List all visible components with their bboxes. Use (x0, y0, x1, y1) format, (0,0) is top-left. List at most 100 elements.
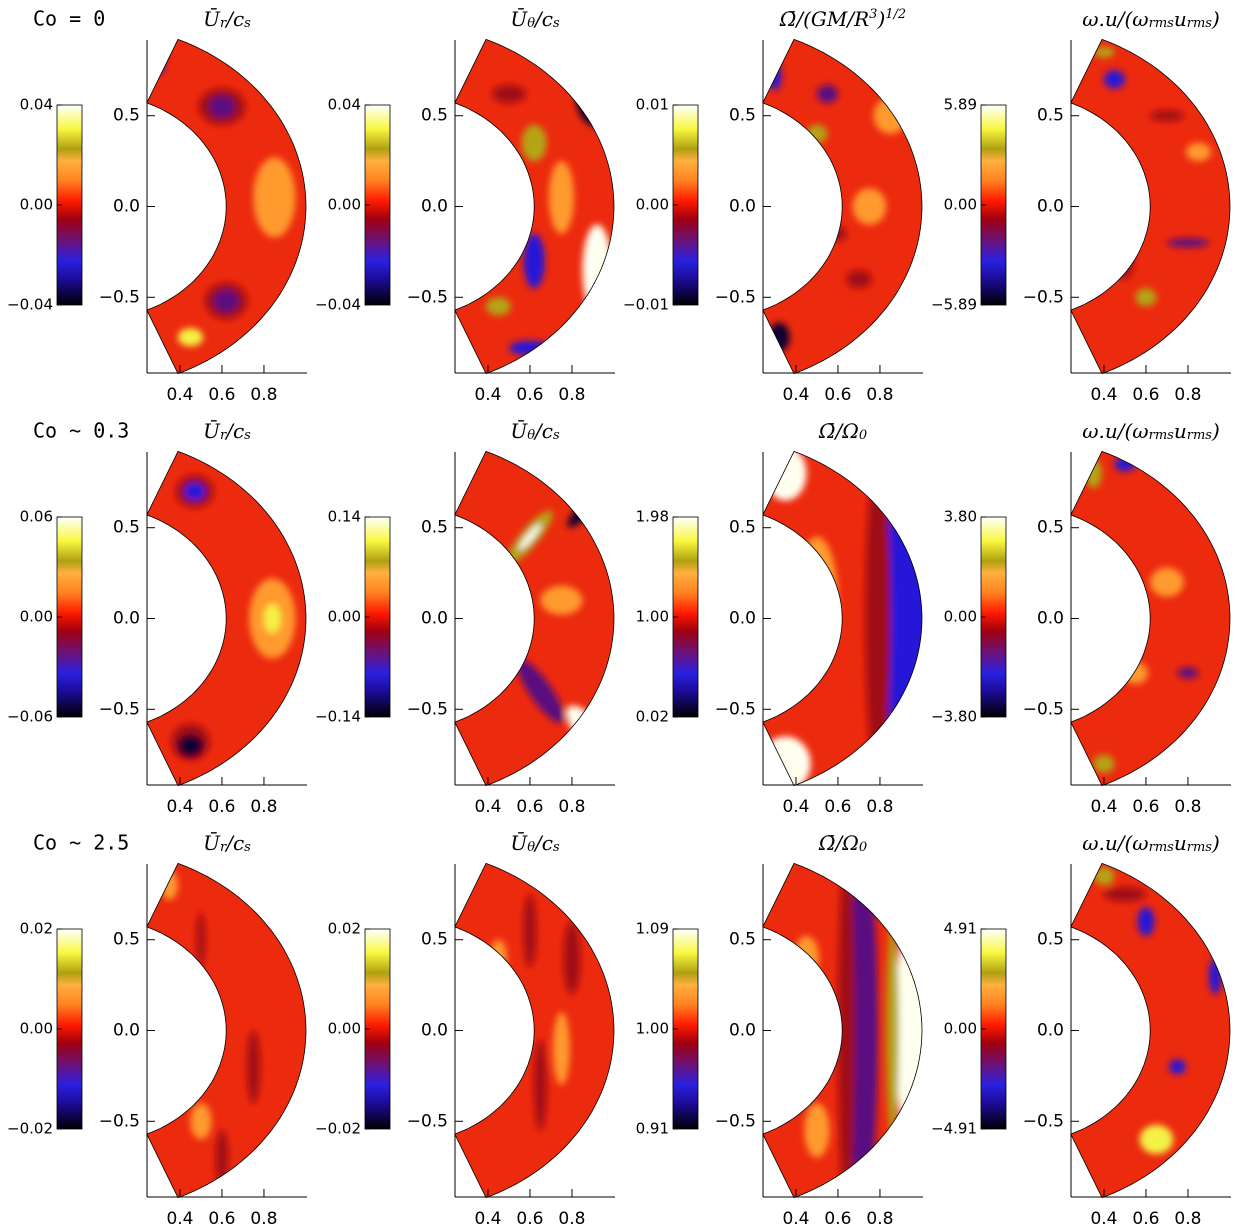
contour-blob (1093, 46, 1115, 58)
x-tick-label: 0.4 (1090, 797, 1117, 817)
x-tick-label: 0.8 (866, 1209, 893, 1229)
colorbar-tick-label: 3.80 (944, 508, 977, 526)
title-part: ) (1211, 831, 1220, 855)
contour-blob (804, 1103, 830, 1158)
contour-blob (873, 97, 908, 134)
colorbar-tick-label: −0.02 (7, 1120, 53, 1138)
field-blobs (1093, 867, 1222, 1155)
contour-blob (865, 454, 891, 783)
contour-blob (1093, 867, 1115, 886)
colorbar-tick-label: 0.04 (20, 96, 53, 114)
contour-blob (886, 921, 899, 1140)
panel-title: Ūr/cs (203, 7, 251, 31)
panel: Ūr/cs −0.5 0.0 0.5 0.4 0.6 0.8 −0.02 0.00 0.02 (7, 831, 307, 1229)
title-part: ) (876, 7, 885, 31)
y-tick-label: 0.0 (421, 609, 448, 629)
colorbar-tick-label: 1.98 (636, 508, 669, 526)
x-tick-label: 0.6 (516, 385, 543, 405)
colorbar-tick-label: 0.00 (636, 196, 669, 214)
contour-blob (534, 1039, 547, 1131)
panel: ω.u/(ωrmsurms)−0.50.00.50.4 0.6 0.8−4.910.… (931, 831, 1231, 1229)
panel-title: Ūθ/cs (510, 831, 560, 855)
contour-blob (582, 224, 612, 316)
contour-blob (1103, 887, 1146, 902)
x-tick-label: 0.4 (1090, 1209, 1117, 1229)
y-tick-label: 0.0 (729, 1021, 756, 1041)
panel: Ūr/cs −0.5 0.0 0.5 0.4 0.6 0.8 −0.06 0.00 0.06 (7, 419, 307, 817)
colorbar-tick-label: 5.89 (944, 96, 977, 114)
y-tick-label: 0.0 (113, 197, 140, 217)
y-tick-label: 0.5 (1037, 106, 1064, 126)
colorbar-tick-label: 0.01 (636, 96, 669, 114)
row-label: Co ~ 0.3 (33, 419, 129, 443)
contour-blob (523, 233, 545, 289)
x-tick-label: 0.8 (866, 797, 893, 817)
y-tick-label: 0.0 (113, 609, 140, 629)
colorbar-tick-label: −3.80 (931, 708, 977, 726)
row-label: Co ~ 2.5 (33, 831, 129, 855)
colorbar-tick-label: 0.06 (20, 508, 53, 526)
contour-blob (492, 84, 526, 104)
panel: ω.u/(ωrmsurms)−0.50.00.50.4 0.6 0.8−5.890.… (931, 7, 1231, 405)
panel-title: ω.u/(ωrmsurms) (1082, 419, 1220, 443)
title-part: s (244, 428, 251, 443)
field (454, 451, 614, 786)
y-tick-label: 0.5 (421, 930, 448, 950)
contour-blob (1135, 288, 1157, 307)
contour-blob (161, 870, 178, 900)
contour-blob (253, 157, 296, 238)
x-tick-label: 0.8 (1174, 1209, 1201, 1229)
title-part: rms (1187, 840, 1213, 855)
title-part: θ (527, 428, 535, 443)
title-part: ) (1211, 419, 1220, 443)
x-tick-label: 0.6 (824, 1209, 851, 1229)
title-part: 0 (859, 840, 867, 855)
title-part: /c (224, 419, 244, 443)
y-tick-label: 0.0 (113, 1021, 140, 1041)
x-tick-label: 0.6 (208, 797, 235, 817)
x-tick-label: 0.8 (1174, 797, 1201, 817)
title-part: r (220, 428, 227, 443)
field (454, 39, 614, 374)
x-tick-label: 0.8 (558, 1209, 585, 1229)
x-tick-label: 0.4 (474, 1209, 501, 1229)
x-tick-label: 0.4 (1090, 385, 1117, 405)
title-part: Ω̄/Ω (818, 831, 859, 855)
contour-blob (490, 939, 507, 977)
panel: Ω̄/Ω0 −0.5 0.0 0.5 0.4 0.6 0.8 0.91 1.00 1.09 (636, 831, 923, 1229)
contour-blob (563, 921, 581, 995)
y-tick-label: −0.5 (715, 1111, 756, 1131)
contour-blob (576, 68, 614, 127)
contour-blob (263, 603, 281, 634)
y-tick-label: 0.5 (729, 930, 756, 950)
field (762, 451, 922, 786)
colorbar-tick-label: −0.01 (623, 296, 669, 314)
x-tick-label: 0.8 (250, 385, 277, 405)
contour-blob (816, 84, 838, 104)
contour-blob (1150, 110, 1184, 122)
contour-blob (1122, 662, 1149, 684)
contour-blob (848, 863, 878, 1198)
contour-blob (517, 659, 564, 723)
contour-blob (846, 270, 872, 289)
contour-blob (768, 322, 790, 352)
x-tick-label: 0.4 (782, 385, 809, 405)
colorbar-tick-label: 1.09 (636, 920, 669, 938)
contour-blob (209, 95, 235, 118)
title-part: s (553, 16, 560, 31)
title-part: Ū (510, 831, 528, 855)
title-part: Ū (203, 831, 221, 855)
colorbar-tick-label: 0.14 (328, 508, 361, 526)
panel: ω.u/(ωrmsurms)−0.50.00.50.4 0.6 0.8−3.800.… (931, 419, 1231, 817)
colorbar-tick-label: −0.04 (315, 296, 361, 314)
field-blobs (171, 475, 296, 761)
contour-blob (768, 61, 782, 91)
contour-blob (1166, 238, 1209, 248)
x-tick-label: 0.6 (1132, 797, 1159, 817)
title-part: rms (1149, 16, 1175, 31)
x-tick-label: 0.8 (250, 1209, 277, 1229)
y-tick-label: −0.5 (715, 287, 756, 307)
panel-title: Ūθ/cs (510, 419, 560, 443)
contour-blob (247, 1030, 260, 1104)
title-part: u (1174, 419, 1187, 443)
